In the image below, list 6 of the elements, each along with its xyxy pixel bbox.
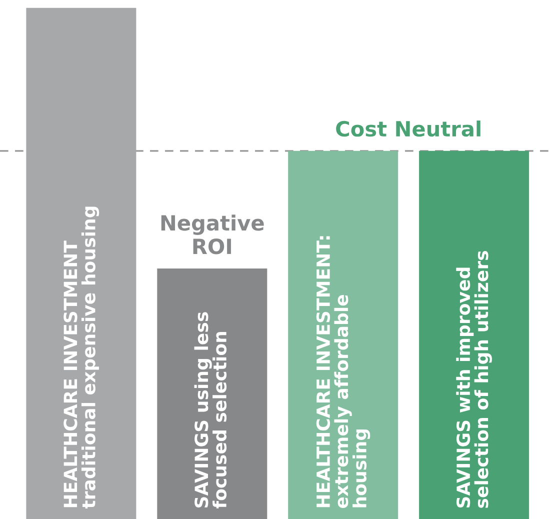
x-tick-label: SAVINGS using less focused selection <box>194 312 227 508</box>
x-tick-label: SAVINGS with improved selection of high utilizers <box>456 251 492 508</box>
x-tick-label: HEALTHCARE INVESTMENT: extremely affordable housing <box>316 236 370 508</box>
ref-line-label: Cost Neutral <box>336 120 480 137</box>
annotation: Negative ROI <box>161 214 264 254</box>
x-tick-label: HEALTHCARE INVESTMENT traditional expensive housing <box>64 206 100 509</box>
